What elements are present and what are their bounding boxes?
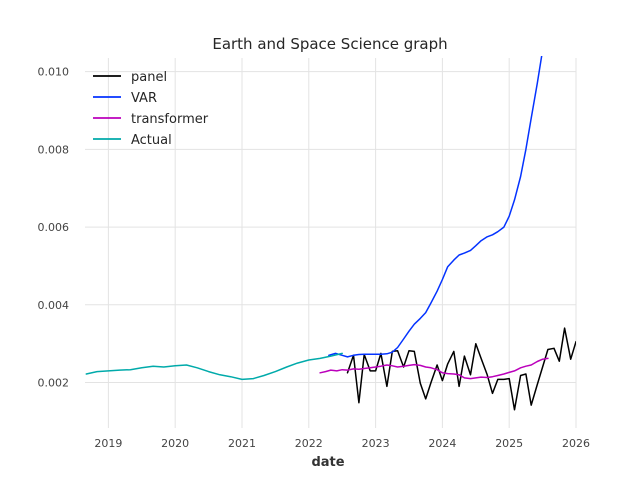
x-tick-label: 2025 <box>495 437 523 450</box>
grid <box>85 58 577 428</box>
y-tick-label: 0.010 <box>38 66 70 79</box>
x-tick-label: 2024 <box>428 437 456 450</box>
y-tick-label: 0.004 <box>38 299 70 312</box>
x-tick-label: 2026 <box>562 437 590 450</box>
legend: panel VAR transformer Actual <box>93 70 209 148</box>
x-tick-label: 2021 <box>228 437 256 450</box>
x-tick-label: 2023 <box>362 437 390 450</box>
series-line-transformer <box>319 357 549 380</box>
legend-label: transformer <box>131 112 209 127</box>
series-line-panel <box>346 327 576 411</box>
tick-labels: 2019 2020 2021 2022 2023 2024 2025 2026 0.002 0.0… <box>38 66 591 450</box>
y-tick-label: 0.002 <box>38 377 70 390</box>
x-tick-label: 2020 <box>161 437 189 450</box>
legend-label: VAR <box>131 91 157 106</box>
y-tick-label: 0.006 <box>38 221 70 234</box>
series-line-actual <box>85 352 343 381</box>
x-tick-label: 2019 <box>94 437 122 450</box>
x-tick-label: 2022 <box>295 437 323 450</box>
series-lines <box>85 56 576 411</box>
chart-title: Earth and Space Science graph <box>212 35 447 53</box>
legend-label: Actual <box>131 133 172 148</box>
series-line-var <box>328 56 543 358</box>
y-tick-label: 0.008 <box>38 143 70 156</box>
x-axis-label: date <box>311 455 344 470</box>
legend-label: panel <box>131 70 167 85</box>
